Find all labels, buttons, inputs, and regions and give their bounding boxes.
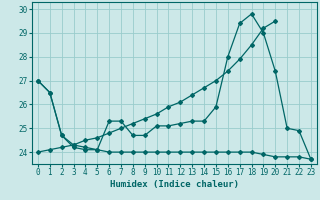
X-axis label: Humidex (Indice chaleur): Humidex (Indice chaleur) bbox=[110, 180, 239, 189]
